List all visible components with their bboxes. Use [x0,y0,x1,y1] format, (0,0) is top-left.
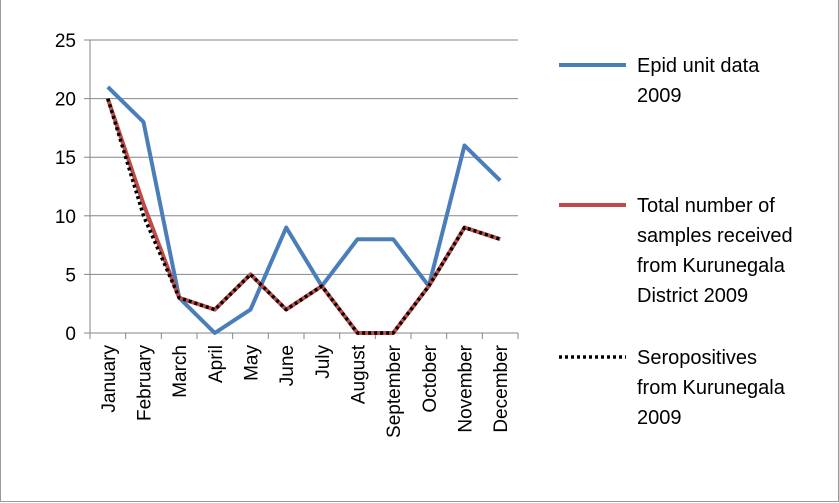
x-tick-label: July [313,345,334,379]
legend-label: samples received [637,225,793,247]
x-tick-label: May [242,345,263,381]
y-tick-label: 20 [55,90,76,111]
x-tick-label: February [135,345,156,422]
x-tick-label: October [420,344,441,412]
legend-label: from Kurunegala [637,255,786,277]
x-axis-ticks: January February March April May June July Augu… [99,344,512,438]
x-tick-label: December [491,344,512,432]
y-tick-label: 0 [65,324,76,345]
y-axis-ticks: 0 5 10 15 20 25 [55,31,76,345]
y-tick-label: 10 [55,207,76,228]
legend: Epid unit data 2009 Total number of samples… [559,55,793,429]
y-tick-label: 25 [55,31,76,52]
x-tick-label: January [99,345,120,413]
series-lines [105,85,502,335]
legend-label: 2009 [637,85,682,107]
legend-label: from Kurunegala [637,377,786,399]
series-line [105,97,501,335]
legend-label: Epid unit data [637,55,760,77]
axes [84,39,519,339]
legend-label: 2009 [637,407,682,429]
grid [90,39,518,275]
legend-label: Seropositives [637,347,757,369]
x-tick-label: August [349,344,370,404]
y-tick-label: 5 [65,265,76,286]
legend-label: District 2009 [637,285,748,307]
x-tick-label: March [170,345,191,398]
y-tick-label: 15 [55,148,76,169]
legend-label: Total number of [637,195,775,217]
x-tick-label: April [206,345,227,383]
x-tick-label: November [456,344,477,432]
series-line [106,85,502,335]
x-tick-label: June [277,345,298,386]
x-tick-label: September [384,344,405,438]
